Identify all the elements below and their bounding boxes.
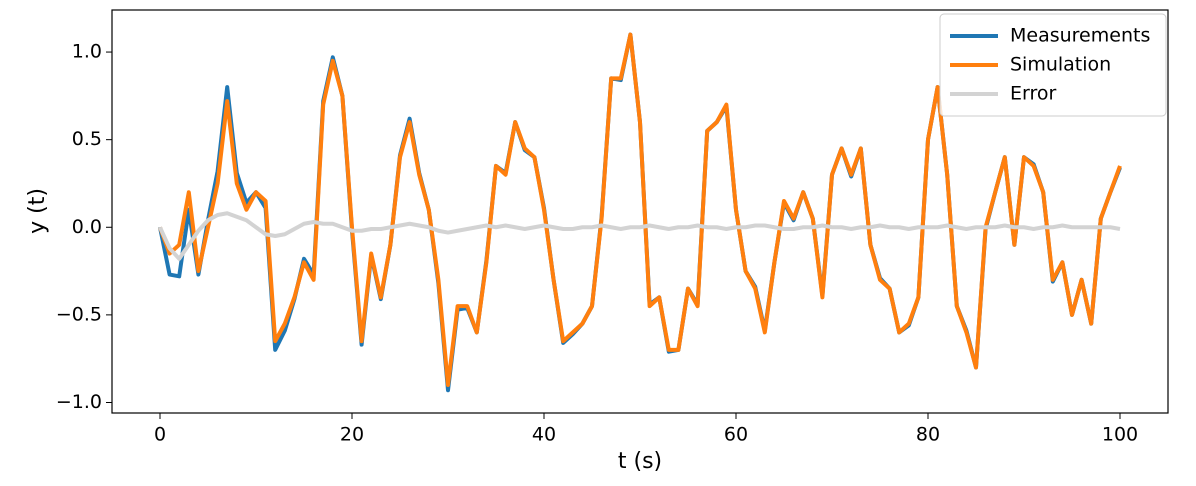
legend-label: Simulation bbox=[1010, 54, 1111, 76]
y-tick-label: 0.5 bbox=[72, 128, 102, 150]
x-axis-label: t (s) bbox=[618, 449, 662, 474]
legend-box bbox=[939, 13, 1167, 117]
axes-frame bbox=[111, 9, 1169, 414]
x-tick-label: 0 bbox=[154, 424, 166, 446]
x-tick-label: 20 bbox=[340, 424, 364, 446]
series-line bbox=[158, 211, 1121, 261]
series-line bbox=[158, 32, 1122, 387]
x-tick-label: 100 bbox=[1102, 424, 1138, 446]
x-tick-label: 60 bbox=[724, 424, 748, 446]
legend-label: Error bbox=[1010, 83, 1057, 105]
x-tick-label: 40 bbox=[532, 424, 556, 446]
y-axis-label: y (t) bbox=[25, 188, 50, 234]
y-tick-label: 0.0 bbox=[72, 216, 102, 238]
y-tick-label: −0.5 bbox=[56, 303, 102, 325]
x-tick-label: 80 bbox=[916, 424, 940, 446]
legend-label: Measurements bbox=[1010, 25, 1150, 47]
y-tick-label: −1.0 bbox=[56, 391, 102, 413]
y-tick-label: 1.0 bbox=[72, 41, 102, 63]
